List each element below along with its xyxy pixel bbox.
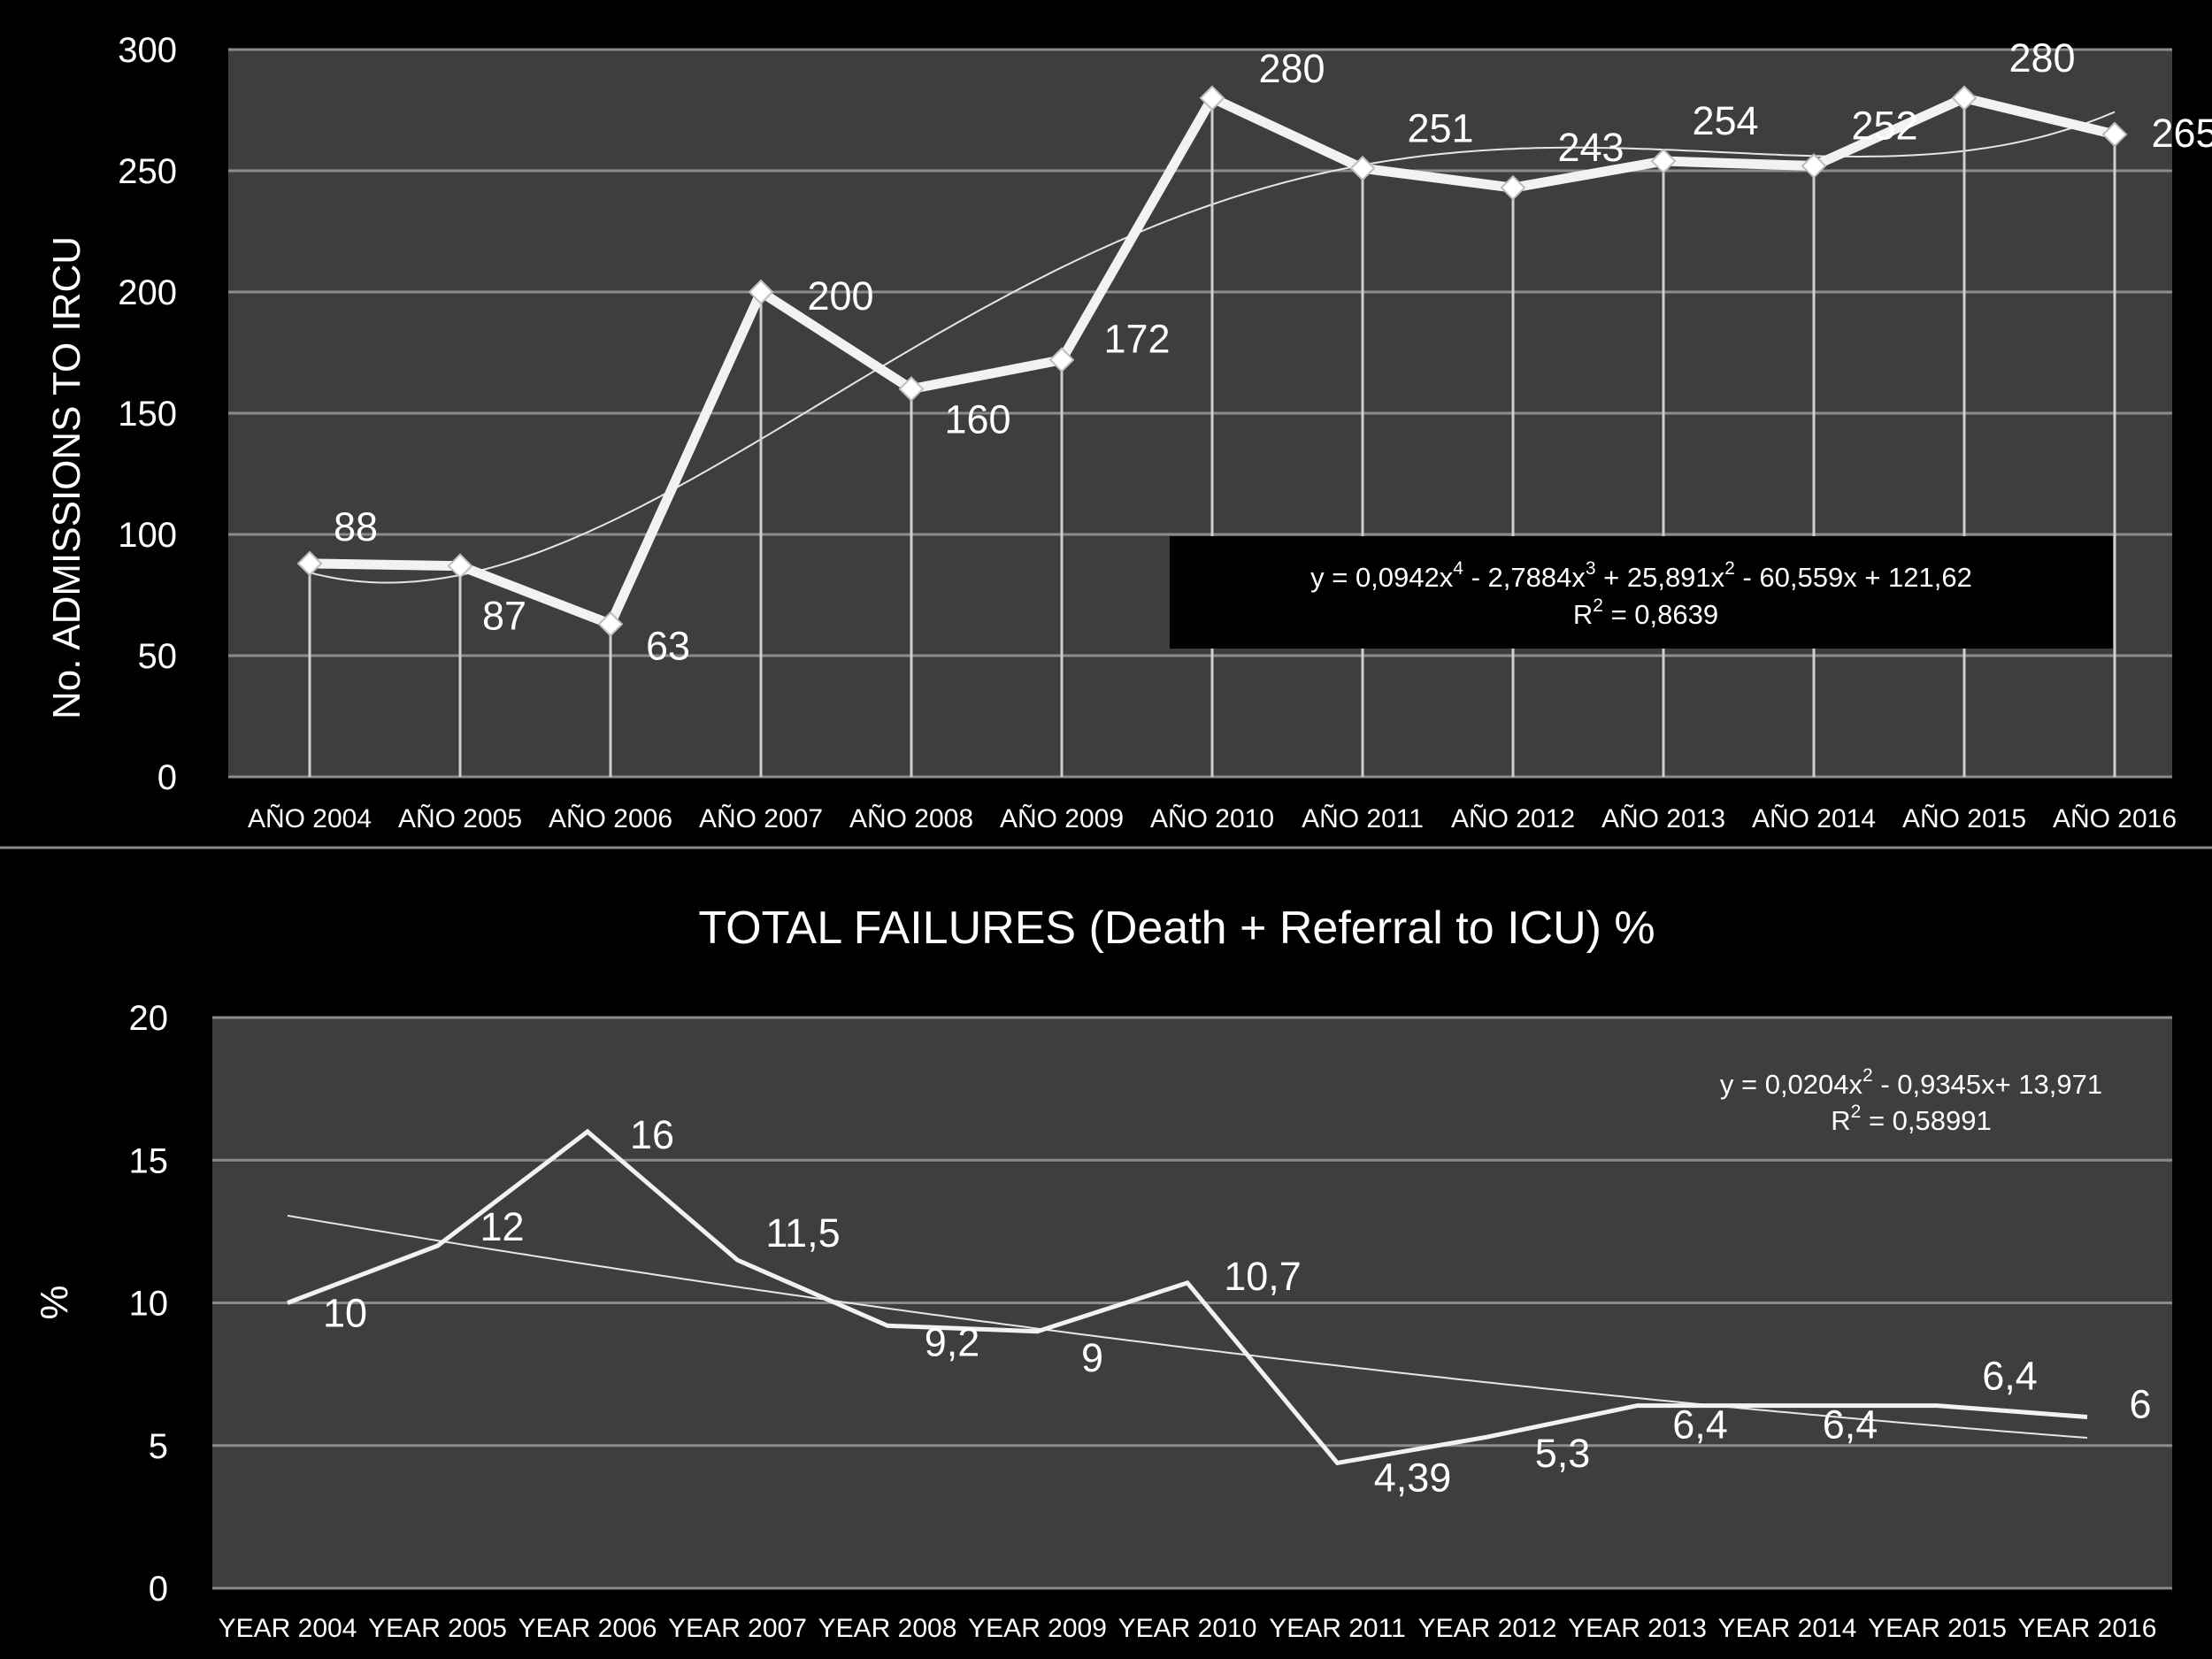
admissions-x-tick-label: AÑO 2010 [1150,803,1274,833]
admissions-data-point [1349,155,1376,181]
admissions-data-point [1048,347,1075,373]
failures-trend-r2: R2 = 0,58991 [1831,1102,1991,1136]
failures-x-tick-label: YEAR 2012 [1418,1614,1557,1643]
admissions-data-label: 160 [944,397,1010,442]
admissions-data-point [447,553,473,580]
admissions-chart: 88 87 63 200 160 172 280 251 243 254 252 280 265 0 50… [45,31,2212,833]
failures-trendline [287,1214,2088,1439]
admissions-y-tick-label: 50 [138,637,178,676]
admissions-y-axis-label: No. ADMISSIONS TO IRCU [45,236,88,719]
failures-x-tick-label: YEAR 2008 [818,1614,957,1643]
failures-data-label: 10,7 [1224,1254,1302,1299]
failures-x-tick-label: YEAR 2014 [1718,1614,1857,1643]
admissions-y-tick-label: 100 [118,516,177,555]
admissions-x-tick-label: AÑO 2014 [1752,803,1876,833]
admissions-data-label: 200 [807,273,873,319]
admissions-y-tick-label: 250 [118,152,177,191]
admissions-y-tick-label: 300 [118,31,177,70]
failures-series-line [287,1128,2088,1466]
admissions-data-point [2101,121,2128,148]
admissions-x-tick-label: AÑO 2016 [2053,803,2177,833]
admissions-data-point [296,550,323,577]
admissions-y-tick-label: 150 [118,395,177,434]
failures-data-label: 9 [1081,1335,1103,1380]
admissions-data-point [1801,153,1827,179]
admissions-x-tick-label: AÑO 2011 [1302,803,1424,833]
failures-y-tick-label: 20 [129,999,169,1038]
failures-x-tick-label: YEAR 2015 [1868,1614,2007,1643]
failures-data-label: 12 [480,1204,524,1249]
admissions-x-tick-label: AÑO 2012 [1451,803,1575,833]
failures-data-label: 4,39 [1374,1455,1452,1500]
admissions-data-label: 265 [2151,111,2212,156]
admissions-data-label: 172 [1103,317,1170,362]
admissions-data-point [1650,148,1677,174]
failures-chart-title: TOTAL FAILURES (Death + Referral to ICU)… [698,902,1655,954]
failures-data-label: 6,4 [1672,1402,1728,1448]
admissions-data-label: 251 [1407,105,1473,150]
failures-data-label: 16 [630,1112,674,1157]
failures-x-tick-label: YEAR 2010 [1118,1614,1257,1643]
failures-y-tick-label: 15 [129,1141,169,1180]
failures-x-tick-label: YEAR 2007 [668,1614,807,1643]
failures-chart: TOTAL FAILURES (Death + Referral to ICU)… [33,902,2172,1643]
failures-trend-equation: y = 0,0204x2 - 0,9345x+ 13,971 [1720,1065,2102,1100]
admissions-data-label: 252 [1851,104,1917,149]
admissions-x-tick-label: AÑO 2013 [1601,803,1725,833]
admissions-data-label: 87 [482,594,526,639]
admissions-trend-equation: y = 0,0942x4 - 2,7884x3 + 25,891x2 - 60,… [1310,558,1972,593]
admissions-x-tick-label: AÑO 2008 [849,803,973,833]
admissions-data-point [1951,85,1978,111]
failures-data-label: 5,3 [1535,1431,1591,1476]
failures-data-label: 6 [2129,1382,2151,1427]
failures-data-label: 11,5 [765,1210,840,1256]
admissions-data-point [748,279,774,305]
admissions-equation-box: y = 0,0942x4 - 2,7884x3 + 25,891x2 - 60,… [1170,536,2113,649]
failures-data-label: 9,2 [925,1319,980,1364]
failures-y-tick-label: 10 [129,1285,169,1324]
failures-data-label: 10 [323,1291,367,1336]
failures-y-tick-label: 5 [149,1427,168,1466]
failures-data-label: 6,4 [1982,1354,2038,1399]
admissions-y-tick-label: 200 [118,273,177,312]
admissions-data-label: 88 [334,504,378,549]
admissions-data-point [597,611,624,637]
admissions-data-label: 280 [1258,46,1325,91]
admissions-data-label: 243 [1557,125,1624,170]
admissions-x-tick-label: AÑO 2004 [248,803,372,833]
admissions-data-point [898,376,925,403]
admissions-x-tick-label: AÑO 2006 [549,803,672,833]
failures-x-tick-label: YEAR 2013 [1568,1614,1707,1643]
admissions-data-label: 280 [2008,35,2075,81]
failures-x-tick-label: YEAR 2016 [2018,1614,2157,1643]
admissions-x-tick-label: AÑO 2007 [699,803,823,833]
admissions-y-tick-label: 0 [157,758,177,797]
admissions-data-label: 254 [1692,98,1758,143]
failures-y-tick-label: 0 [149,1570,168,1609]
admissions-equation-background [1170,536,2113,649]
failures-x-tick-label: YEAR 2009 [968,1614,1107,1643]
failures-data-label: 6,4 [1823,1402,1878,1448]
failures-x-tick-label: YEAR 2004 [219,1614,357,1643]
admissions-data-point [1199,85,1225,111]
failures-y-axis-label: % [33,1285,76,1319]
admissions-trend-r2: R2 = 0,8639 [1573,595,1718,630]
failures-x-tick-label: YEAR 2011 [1269,1614,1406,1643]
admissions-x-tick-label: AÑO 2005 [398,803,522,833]
admissions-x-tick-label: AÑO 2009 [1000,803,1124,833]
failures-x-tick-label: YEAR 2005 [368,1614,507,1643]
admissions-data-label: 63 [646,623,690,668]
failures-x-tick-label: YEAR 2006 [518,1614,657,1643]
admissions-data-point [1500,174,1526,201]
admissions-x-tick-label: AÑO 2015 [1902,803,2026,833]
